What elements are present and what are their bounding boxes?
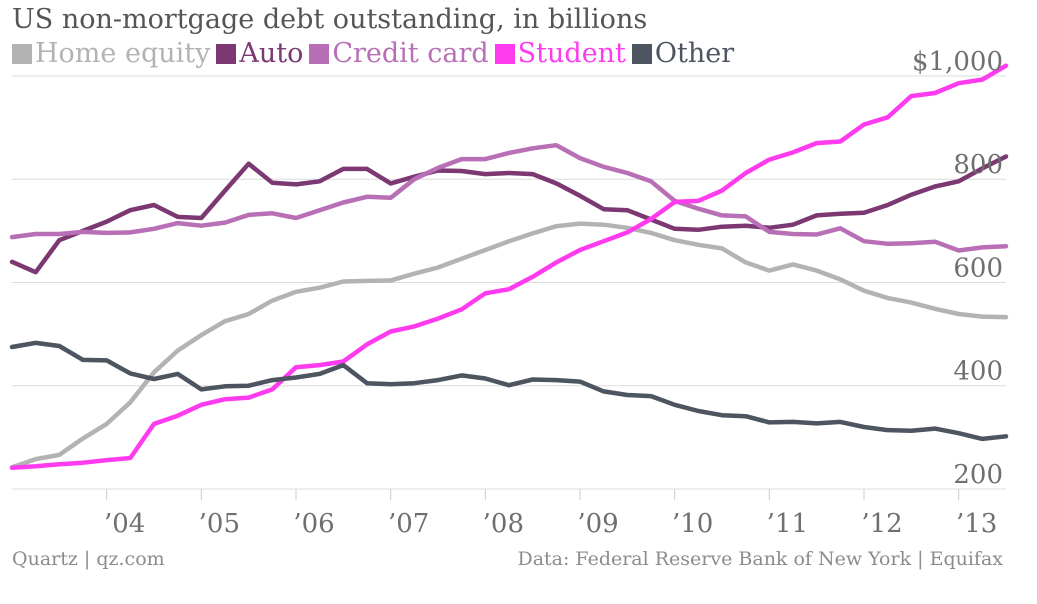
x-axis-labels: ’04 ’05 ’06 ’07 ’08 ’09 ’10 ’11 ’12 ’13	[104, 509, 997, 539]
x-tick-label-2005: ’05	[199, 509, 240, 539]
source-credit: Quartz | qz.com	[12, 548, 165, 570]
series-lines	[9, 63, 1009, 471]
x-tick-label-2010: ’10	[672, 509, 713, 539]
legend-label-student: Student	[517, 38, 626, 69]
series-line-home-equity	[9, 221, 1009, 470]
legend-item-credit-card: Credit card	[309, 38, 489, 69]
legend-label-auto: Auto	[239, 38, 304, 69]
legend-swatch-other	[631, 43, 652, 64]
x-tick-label-2008: ’08	[483, 509, 524, 539]
y-tick-label-1000: $1,000	[912, 47, 1003, 77]
legend-swatch-credit-card	[309, 43, 330, 64]
x-tick-label-2009: ’09	[577, 509, 618, 539]
x-axis-ticks	[106, 489, 960, 500]
y-axis-labels: 200 400 600 800 $1,000	[912, 47, 1003, 490]
x-tick-label-2013: ’13	[956, 509, 997, 539]
y-tick-label-800: 800	[953, 150, 1003, 180]
legend-swatch-auto	[216, 43, 237, 64]
legend-item-home-equity: Home equity	[12, 38, 210, 69]
legend-item-other: Other	[631, 38, 735, 69]
data-source: Data: Federal Reserve Bank of New York |…	[517, 548, 1003, 570]
series-line-auto	[9, 154, 1009, 275]
y-tick-label-600: 600	[953, 253, 1003, 283]
legend-item-student: Student	[494, 38, 626, 69]
chart-title: US non-mortgage debt outstanding, in bil…	[12, 4, 648, 35]
legend-item-auto: Auto	[216, 38, 303, 69]
x-tick-label-2007: ’07	[388, 509, 429, 539]
series-line-student	[9, 63, 1009, 471]
x-tick-label-2006: ’06	[293, 509, 334, 539]
legend: Home equity Auto Credit card Student Oth…	[12, 38, 740, 69]
legend-label-other: Other	[654, 38, 735, 69]
x-tick-label-2011: ’11	[767, 509, 808, 539]
legend-label-home-equity: Home equity	[35, 38, 211, 69]
x-tick-label-2012: ’12	[861, 509, 902, 539]
x-tick-label-2004: ’04	[104, 509, 145, 539]
series-line-credit-card	[9, 142, 1009, 253]
y-tick-label-400: 400	[953, 357, 1003, 387]
legend-swatch-student	[494, 43, 515, 64]
legend-label-credit-card: Credit card	[332, 38, 489, 69]
series-line-other	[9, 340, 1009, 442]
y-tick-label-200: 200	[953, 460, 1003, 490]
legend-swatch-home-equity	[12, 43, 32, 64]
gridlines	[12, 75, 1006, 490]
